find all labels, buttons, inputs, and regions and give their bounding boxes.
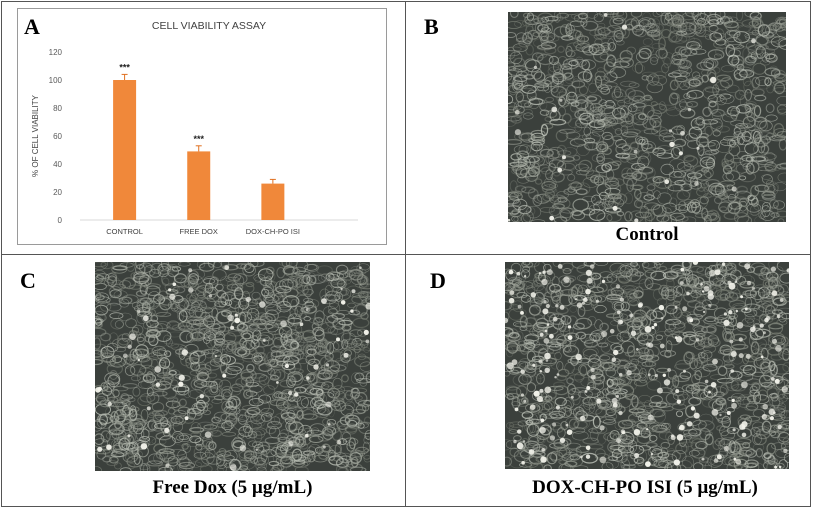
y-axis-label: % OF CELL VIABILITY [31,94,40,177]
vertical-divider [405,1,406,507]
y-tick-label: 60 [53,132,62,141]
significance-marker: *** [119,62,130,72]
x-tick-label: FREE DOX [180,227,218,236]
panel-letter-a: A [24,14,40,39]
panel-letter-d: D [430,268,446,293]
significance-marker: *** [193,134,204,144]
y-tick-label: 40 [53,160,62,169]
bar-control [113,80,137,220]
bar-chart: CELL VIABILITY ASSAY % OF CELL VIABILITY 0… [31,20,358,236]
cell-texture [508,12,786,222]
y-tick-label: 0 [58,216,63,225]
x-tick-label: DOX-CH-PO ISI [246,227,300,236]
panel-letter-b: B [424,14,439,39]
y-tick-label: 20 [53,188,62,197]
cell-texture [95,262,370,471]
x-tick-label: CONTROL [106,227,143,236]
cell-texture [505,262,789,469]
caption-free-dox: Free Dox (5 µg/mL) [152,477,313,498]
y-tick-label: 100 [49,76,63,85]
chart-title: CELL VIABILITY ASSAY [152,20,266,32]
micrograph-control [508,12,786,222]
bar-dox-ch-po-isi [261,183,285,220]
caption-control: Control [615,224,679,245]
y-tick-label: 120 [49,48,63,57]
micrograph-dox-ch-po-isi [505,262,789,469]
y-tick-label: 80 [53,104,62,113]
panel-letter-c: C [20,268,36,293]
caption-dox-ch-po-isi: DOX-CH-PO ISI (5 µg/mL) [532,477,758,498]
micrograph-free-dox [95,262,370,471]
bar-free-dox [187,151,211,220]
chart-panel: CELL VIABILITY ASSAY % OF CELL VIABILITY 0… [17,8,387,245]
horizontal-divider [1,254,811,255]
